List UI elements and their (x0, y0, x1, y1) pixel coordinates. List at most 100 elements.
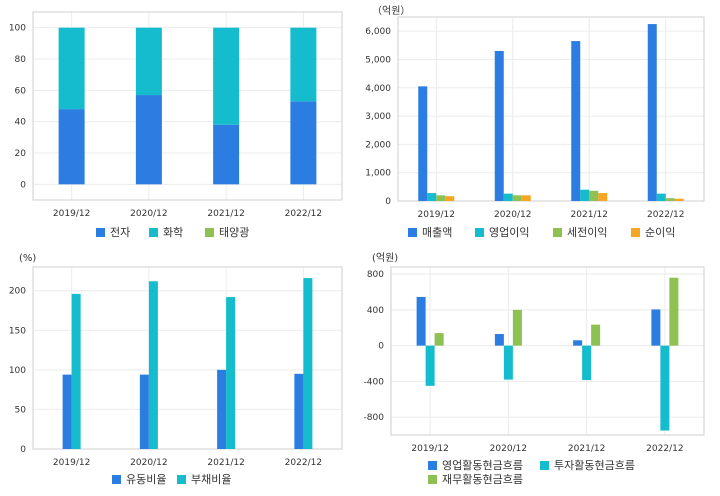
x-tick-label: 2019/12 (418, 210, 455, 220)
chart-1: 0 20 40 60 80 100 2019/12 2020/12 2021/12 2022/12… (9, 11, 343, 239)
y-tick-label: 2,000 (365, 140, 391, 150)
bar-투자활동현금흐름 (503, 345, 513, 380)
bar-재무활동현금흐름 (434, 333, 444, 346)
bar-세전이익 (589, 190, 599, 201)
bar-매출액 (494, 50, 504, 201)
x-tick-label: 2021/12 (207, 209, 244, 219)
bar-재무활동현금흐름 (669, 277, 679, 346)
y-tick-label: 100 (9, 366, 26, 376)
x-tick-label: 2020/12 (130, 458, 167, 468)
legend: 전자 화학 태양광 (96, 226, 249, 239)
bar-전자 (58, 109, 85, 185)
bar-영업활동현금흐름 (494, 334, 504, 346)
bar-재무활동현금흐름 (512, 309, 522, 346)
legend-swatch (112, 475, 121, 484)
bar-화학 (58, 27, 85, 110)
bar-유동비율 (294, 373, 304, 449)
bar-영업이익 (503, 193, 513, 201)
y-tick-label: 0 (20, 445, 26, 455)
legend-swatch (428, 475, 437, 484)
y-tick-label: 1,000 (365, 169, 391, 179)
unit-label: (억원) (372, 252, 398, 264)
y-tick-label: 4,000 (365, 84, 391, 94)
bar-투자활동현금흐름 (660, 345, 670, 431)
legend-swatch (428, 461, 437, 470)
legend-swatch (540, 461, 549, 470)
plot-frame (32, 266, 343, 450)
y-tick-label: 200 (9, 287, 26, 297)
y-tick-label: 6,000 (365, 27, 391, 37)
legend-label: 매출액 (422, 226, 452, 239)
bar-영업이익 (580, 189, 590, 201)
bar-화학 (213, 27, 240, 125)
y-tick-label: 60 (15, 86, 27, 96)
x-tick-label: 2021/12 (571, 210, 608, 220)
bar-순이익 (445, 196, 455, 201)
chart-3: 0 50 100 150 200 2019/12 2020/12 2021/12 2022/12… (9, 253, 343, 486)
y-tick-label: 50 (15, 405, 27, 415)
legend-swatch (177, 475, 186, 484)
legend-swatch (408, 228, 417, 237)
y-tick-label: 5,000 (365, 55, 391, 65)
plot-frame (397, 16, 705, 202)
bar-순이익 (521, 195, 531, 201)
bar-영업이익 (427, 193, 437, 201)
x-tick-label: 2019/12 (411, 444, 448, 454)
legend-swatch (96, 228, 105, 237)
legend: 유동비율 부채비율 (112, 473, 231, 486)
bar-세전이익 (665, 198, 675, 201)
legend-label: 영업활동현금흐름 (442, 458, 523, 472)
bar-화학 (135, 27, 162, 96)
x-tick-label: 2019/12 (53, 209, 90, 219)
legend-label: 전자 (110, 226, 130, 239)
legend-label: 세전이익 (567, 226, 607, 239)
legend-label: 태양광 (219, 226, 249, 239)
legend-label: 순이익 (645, 226, 675, 239)
bar-세전이익 (512, 195, 522, 201)
x-tick-label: 2022/12 (647, 210, 684, 220)
bar-화학 (290, 27, 317, 102)
x-tick-label: 2021/12 (207, 458, 244, 468)
bar-유동비율 (62, 374, 72, 449)
y-tick-label: 80 (15, 55, 27, 65)
plot-frame (390, 266, 705, 436)
y-tick-label: 0 (385, 197, 391, 207)
x-tick-label: 2020/12 (494, 210, 531, 220)
chart-4: -800 -400 0 400 800 2019/12 2020/12 2021/12 2022… (364, 252, 705, 486)
bar-세전이익 (436, 195, 446, 201)
x-tick-label: 2019/12 (53, 458, 90, 468)
x-tick-label: 2021/12 (568, 444, 605, 454)
legend-label: 투자활동현금흐름 (554, 458, 635, 472)
bar-매출액 (418, 86, 428, 201)
y-tick-label: 3,000 (365, 112, 391, 122)
bar-유동비율 (139, 374, 149, 449)
bar-전자 (290, 101, 317, 185)
bar-유동비율 (217, 369, 227, 449)
bar-재무활동현금흐름 (591, 324, 601, 346)
x-tick-label: 2022/12 (285, 458, 322, 468)
y-tick-label: 100 (9, 24, 26, 34)
bar-순이익 (598, 193, 608, 201)
y-tick-label: 400 (367, 306, 384, 316)
x-tick-label: 2022/12 (646, 444, 683, 454)
bar-순이익 (674, 198, 684, 201)
x-tick-label: 2020/12 (130, 209, 167, 219)
legend: 매출액 영업이익 세전이익 순이익 (408, 226, 675, 239)
y-tick-label: 40 (15, 118, 27, 128)
y-tick-label: 0 (20, 180, 26, 190)
unit-label: (%) (19, 253, 36, 264)
bar-매출액 (647, 24, 657, 202)
x-tick-label: 2020/12 (490, 444, 527, 454)
y-tick-label: 800 (367, 270, 384, 280)
legend-swatch (475, 228, 484, 237)
bar-투자활동현금흐름 (425, 345, 435, 386)
legend-label: 영업이익 (489, 226, 529, 239)
bar-영업활동현금흐름 (573, 340, 583, 346)
legend-label: 재무활동현금흐름 (442, 472, 523, 486)
legend-label: 화학 (163, 226, 183, 239)
legend-swatch (149, 228, 158, 237)
legend-swatch (631, 228, 640, 237)
bar-영업활동현금흐름 (416, 296, 426, 346)
